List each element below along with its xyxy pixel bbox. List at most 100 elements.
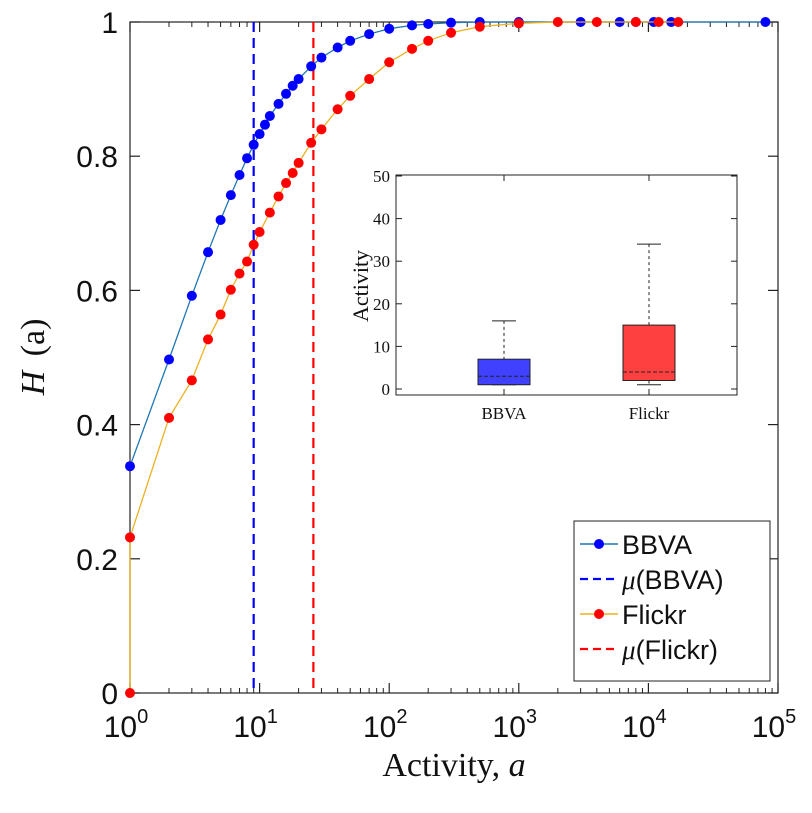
data-point: [407, 43, 418, 54]
y-tick-label: 1: [101, 7, 118, 40]
data-point: [186, 375, 197, 386]
x-tick-label: 103: [493, 706, 538, 744]
x-axis-title-text: Activity,: [382, 747, 500, 784]
series-flickr: [125, 17, 684, 698]
legend-item: μ(BBVA): [580, 565, 724, 595]
x-tick-base: 10: [752, 711, 785, 744]
data-point: [248, 139, 259, 150]
box-body: [622, 324, 676, 381]
inset-y-tick-label: 0: [382, 380, 391, 399]
data-point: [125, 532, 135, 543]
data-point: [384, 57, 395, 68]
data-point: [293, 157, 304, 168]
data-point: [125, 461, 135, 472]
data-point: [234, 268, 245, 279]
data-point: [552, 17, 563, 27]
legend-label-text: BBVA: [622, 530, 692, 560]
data-point: [446, 17, 457, 28]
data-point: [306, 137, 317, 148]
data-point: [474, 21, 485, 32]
data-point: [306, 61, 317, 72]
inset-y-tick-label: 20: [373, 295, 390, 314]
legend-item: μ(Flickr): [580, 635, 718, 665]
legend-label: μ(Flickr): [621, 635, 718, 665]
inset-x-tick-label: Flickr: [629, 404, 670, 423]
data-point: [234, 169, 245, 180]
inset-y-tick-label: 50: [373, 167, 390, 186]
x-tick-label: 101: [233, 706, 278, 744]
y-tick-label: 0.2: [76, 544, 118, 577]
main-series: [125, 17, 771, 698]
data-point: [225, 190, 236, 201]
data-point: [259, 119, 270, 130]
y-tick-label: 0.6: [76, 275, 118, 308]
inset-y-axis-title: Activity: [348, 250, 373, 322]
y-tick-label: 0.8: [76, 141, 118, 174]
data-point: [215, 309, 226, 320]
data-point: [760, 17, 771, 27]
legend-box: [573, 520, 771, 682]
legend-item: Flickr: [580, 600, 686, 630]
x-tick-label: 102: [363, 706, 408, 744]
box-body: [477, 358, 531, 386]
x-axis-title: Activity, a: [382, 747, 525, 784]
data-point: [264, 110, 275, 121]
x-tick-exp: 0: [137, 706, 148, 728]
data-point: [423, 19, 434, 30]
legend-marker: [594, 609, 604, 619]
inset-y-tick-label: 40: [373, 210, 390, 229]
data-point: [281, 178, 292, 189]
data-point: [332, 104, 343, 115]
legend-label: BBVA: [622, 530, 692, 560]
data-point: [164, 412, 175, 423]
inset-plot-frame: [395, 174, 738, 396]
data-point: [225, 284, 236, 295]
legend-label-text: (BBVA): [636, 565, 724, 595]
legend-label: μ(BBVA): [621, 565, 724, 595]
legend-label: Flickr: [622, 600, 686, 630]
x-tick-base: 10: [493, 711, 526, 744]
data-point: [293, 74, 304, 85]
y-tick-label: 0: [101, 678, 118, 711]
data-point: [242, 256, 253, 267]
x-tick-base: 10: [104, 711, 137, 744]
data-point: [287, 80, 298, 91]
x-tick-label: 104: [622, 706, 667, 744]
data-point: [287, 167, 298, 178]
x-tick-base: 10: [363, 711, 396, 744]
data-point: [446, 27, 457, 38]
data-point: [364, 29, 375, 40]
x-tick-label: 100: [104, 706, 149, 744]
x-tick-exp: 4: [656, 706, 667, 728]
y-tick-label: 0.4: [76, 410, 118, 443]
x-tick-exp: 2: [396, 706, 407, 728]
data-point: [125, 688, 135, 698]
data-point: [653, 17, 664, 27]
x-tick-base: 10: [622, 711, 655, 744]
inset-x-tick-label: BBVA: [481, 404, 527, 423]
legend-label-prefix: μ: [621, 635, 636, 665]
x-tick-label: 105: [752, 706, 797, 744]
data-point: [186, 290, 197, 301]
data-point: [164, 354, 175, 365]
data-point: [332, 42, 343, 53]
legend-marker: [594, 539, 604, 549]
inset-y-tick-label: 10: [373, 337, 390, 356]
legend-item: BBVA: [580, 530, 692, 560]
data-point: [242, 153, 253, 164]
data-point: [264, 207, 275, 218]
inset-y-tick-label: 30: [373, 252, 390, 271]
y-axis-title-var: H: [15, 368, 52, 396]
inset-content: 0 10 20 30 40 50 BBVA Flickr: [373, 167, 737, 423]
data-point: [630, 17, 641, 27]
legend-label-text: (Flickr): [636, 635, 718, 665]
data-point: [281, 88, 292, 99]
data-point: [345, 90, 356, 101]
data-point: [316, 124, 327, 135]
data-point: [203, 334, 214, 345]
y-axis-title: H (a): [15, 319, 52, 397]
box-bbva: BBVA: [477, 175, 531, 423]
